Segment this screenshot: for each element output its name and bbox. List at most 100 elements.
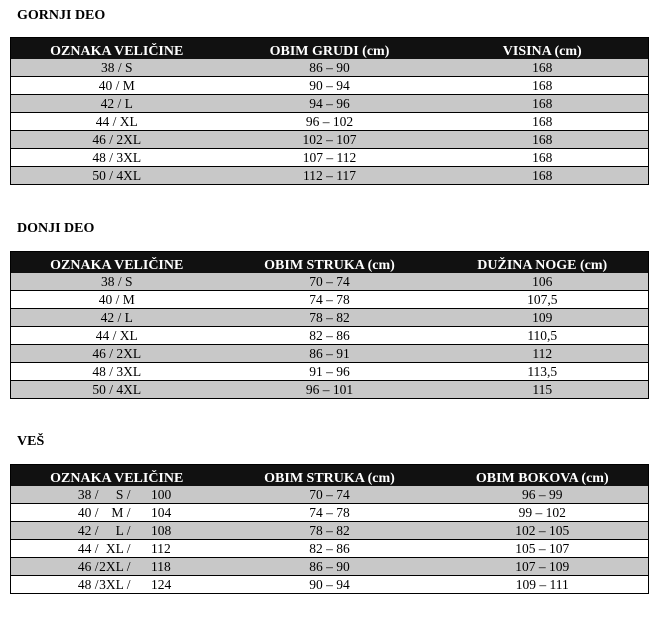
- table-cell: 102 – 105: [436, 521, 649, 540]
- table-row: 44 / XL 96 – 102 168: [10, 112, 649, 131]
- table-row: 46 / 2XL 86 – 91 112: [10, 344, 649, 363]
- size-cell: 42 / L / 108: [10, 521, 223, 540]
- table-cell: 168: [436, 76, 649, 95]
- table-row: 40 / M 90 – 94 168: [10, 76, 649, 95]
- table-cell: 115: [436, 380, 649, 399]
- table-row: 42 / L 94 – 96 168: [10, 94, 649, 113]
- table-cell: 86 – 90: [222, 59, 437, 77]
- column-header: OBIM STRUKA (cm): [222, 251, 437, 273]
- table-cell: 40 / M: [10, 290, 223, 309]
- size-value: 104: [151, 505, 172, 520]
- table-cell: 109 – 111: [515, 577, 569, 592]
- size-value: 108: [151, 523, 172, 538]
- table-cell: 70 – 74: [222, 273, 437, 291]
- table-row: 38 / S 86 – 90 168: [10, 59, 649, 77]
- table-header-row: OZNAKA VELIČINE OBIM GRUDI (cm) VISINA (…: [10, 37, 649, 59]
- size-number: 40 /: [77, 505, 99, 520]
- table-row: 46 / 2XL / 118 86 – 90 107 – 109: [10, 557, 649, 576]
- size-cell: 44 / XL / 112: [10, 539, 223, 558]
- table-row: 44 / XL 82 – 86 110,5: [10, 326, 649, 345]
- size-cell: 46 / 2XL / 118: [10, 557, 223, 576]
- column-header: OZNAKA VELIČINE: [10, 37, 223, 59]
- table-cell: 168: [436, 148, 649, 167]
- table-cell: 78 – 82: [222, 308, 437, 327]
- table-cell: 99 – 102: [436, 503, 649, 522]
- table-cell: 91 – 96: [222, 362, 437, 381]
- section-title-gornji-deo: GORNJI DEO: [17, 8, 106, 23]
- column-header: OZNAKA VELIČINE: [10, 251, 223, 273]
- table-header-row: OZNAKA VELIČINE OBIM STRUKA (cm) OBIM BO…: [10, 464, 649, 486]
- table-cell: 106: [436, 273, 649, 291]
- table-cell: 90 – 94: [309, 577, 350, 592]
- table-cell: 50 / 4XL: [10, 166, 223, 185]
- table-row: 42 / L / 108 78 – 82 102 – 105: [10, 521, 649, 540]
- table-cell: 168: [436, 112, 649, 131]
- table-cell: 168: [436, 130, 649, 149]
- size-value: 124: [151, 577, 172, 592]
- table-row: 40 / M 74 – 78 107,5: [10, 290, 649, 309]
- table-cell: 78 – 82: [222, 521, 437, 540]
- size-letter: S /: [115, 487, 131, 502]
- size-number: 46 /: [77, 559, 99, 574]
- table-cell: 82 – 86: [222, 326, 437, 345]
- table-cell: 113,5: [436, 362, 649, 381]
- table-cell: 44 / XL: [10, 112, 223, 131]
- table-row: 38 / S 70 – 74 106: [10, 273, 649, 291]
- column-header: OBIM BOKOVA (cm): [436, 464, 649, 486]
- table-cell: 107 – 112: [222, 148, 437, 167]
- table-cell: 44 / XL: [10, 326, 223, 345]
- column-header: OBIM STRUKA (cm): [222, 464, 437, 486]
- size-cell: 48 / 3XL / 124: [11, 576, 223, 594]
- table-cell: 86 – 90: [222, 557, 437, 576]
- size-number: 48 /: [77, 577, 99, 592]
- table-cell: 38 / S: [10, 273, 223, 291]
- table-cell: 107 – 109: [436, 557, 649, 576]
- table-cell: 40 / M: [10, 76, 223, 95]
- table-cell: 86 – 91: [222, 344, 437, 363]
- table-cell: 70 – 74: [222, 486, 437, 504]
- table-cell: 110,5: [436, 326, 649, 345]
- table-row: 44 / XL / 112 82 – 86 105 – 107: [10, 539, 649, 558]
- table-cell: 109: [436, 308, 649, 327]
- table-cell: 96 – 101: [222, 380, 437, 399]
- section-title-ves: VEŠ: [17, 434, 45, 449]
- section-title-donji-deo: DONJI DEO: [17, 221, 95, 236]
- table-cell: 94 – 96: [222, 94, 437, 113]
- size-letter: L /: [115, 523, 131, 538]
- size-letter: M /: [111, 505, 131, 520]
- table-row: 46 / 2XL 102 – 107 168: [10, 130, 649, 149]
- table-cell: 96 – 102: [222, 112, 437, 131]
- size-cell: 38 / S / 100: [10, 486, 223, 504]
- size-value: 100: [151, 487, 172, 502]
- table-cell: 168: [436, 166, 649, 185]
- table-cell: 168: [436, 59, 649, 77]
- table-row: 48 / 3XL 91 – 96 113,5: [10, 362, 649, 381]
- column-header: OBIM GRUDI (cm): [222, 37, 437, 59]
- table-cell: 105 – 107: [436, 539, 649, 558]
- table-cell: 107,5: [436, 290, 649, 309]
- size-letter: 3XL /: [99, 577, 131, 592]
- table-cell: 74 – 78: [222, 290, 437, 309]
- table-cell: 48 / 3XL: [10, 362, 223, 381]
- table-cell: 168: [436, 94, 649, 113]
- table-cell: 42 / L: [10, 94, 223, 113]
- table-cell: 50 / 4XL: [10, 380, 223, 399]
- size-number: 44 /: [77, 541, 99, 556]
- table-cell: 42 / L: [10, 308, 223, 327]
- table-cell: 46 / 2XL: [10, 130, 223, 149]
- size-number: 42 /: [77, 523, 99, 538]
- size-number: 38 /: [77, 487, 99, 502]
- table-row: 50 / 4XL 96 – 101 115: [10, 380, 649, 399]
- size-cell: 40 / M / 104: [10, 503, 223, 522]
- size-table-ves: OZNAKA VELIČINE OBIM STRUKA (cm) OBIM BO…: [10, 464, 649, 594]
- table-cell: 102 – 107: [222, 130, 437, 149]
- size-table-gornji-deo: OZNAKA VELIČINE OBIM GRUDI (cm) VISINA (…: [10, 37, 649, 185]
- table-row: 48 / 3XL / 124 90 – 94 109 – 111: [11, 576, 649, 594]
- table-cell: 96 – 99: [436, 486, 649, 504]
- table-row: 40 / M / 104 74 – 78 99 – 102: [10, 503, 649, 522]
- table-row: 50 / 4XL 112 – 117 168: [10, 166, 649, 185]
- column-header: OZNAKA VELIČINE: [10, 464, 223, 486]
- size-value: 112: [151, 541, 171, 556]
- table-cell: 38 / S: [10, 59, 223, 77]
- table-row: 42 / L 78 – 82 109: [10, 308, 649, 327]
